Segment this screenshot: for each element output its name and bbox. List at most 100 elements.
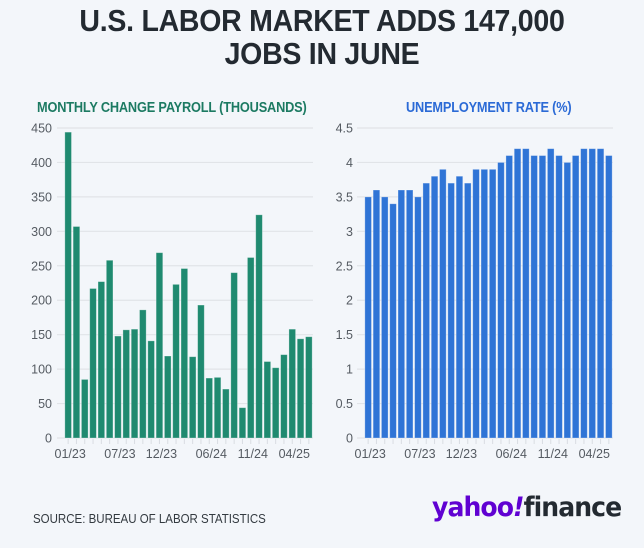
payroll-bar (147, 340, 155, 439)
payroll-y-tick-label: 100 (31, 363, 52, 377)
unemployment-bar (505, 155, 513, 439)
unemployment-bar (455, 175, 464, 439)
payroll-bar (180, 268, 189, 439)
payroll-bar (139, 309, 147, 439)
logo-exclamation: ! (513, 492, 524, 523)
unemployment-bar (381, 196, 389, 439)
unemployment-bar (405, 189, 414, 439)
unemployment-bar (472, 168, 480, 439)
payroll-bar (155, 252, 164, 439)
unemployment-y-tick-label: 1 (346, 363, 353, 377)
payroll-bar (114, 335, 122, 439)
unemployment-bar (588, 148, 596, 439)
payroll-x-tick-label: 04/25 (279, 447, 310, 461)
unemployment-y-tick-label: 3.5 (336, 190, 353, 204)
payroll-bar (197, 304, 205, 439)
payroll-bar (255, 214, 263, 439)
payroll-bar (81, 379, 89, 439)
unemployment-bar (389, 203, 397, 439)
payroll-bar (296, 338, 305, 439)
unemployment-bar (605, 155, 613, 439)
payroll-y-tick-label: 450 (31, 122, 52, 136)
unemployment-y-tick-label: 1.5 (336, 328, 353, 342)
payroll-bar (263, 361, 272, 439)
unemployment-bar (372, 189, 381, 439)
payroll-bar (280, 354, 288, 439)
payroll-y-tick-label: 400 (31, 156, 52, 170)
payroll-x-tick-label: 11/24 (238, 447, 268, 461)
payroll-bar (172, 283, 180, 439)
payroll-x-tick-label: 12/23 (146, 447, 177, 461)
unemployment-bar (580, 148, 588, 439)
payroll-y-tick-label: 250 (31, 259, 52, 273)
payroll-bar (72, 226, 81, 439)
unemployment-y-tick-label: 2.5 (336, 259, 353, 273)
payroll-bar (247, 257, 255, 439)
unemployment-bar (596, 148, 605, 439)
unemployment-bar (538, 155, 547, 439)
page-title-line-2: JOBS IN JUNE (224, 36, 420, 71)
unemployment-x-tick-label: 04/25 (579, 447, 610, 461)
payroll-y-tick-label: 0 (45, 432, 52, 446)
payroll-chart-title: MONTHLY CHANGE PAYROLL (THOUSANDS) (37, 100, 307, 116)
unemployment-x-tick-label: 06/24 (496, 447, 527, 461)
unemployment-y-tick-label: 0.5 (336, 397, 353, 411)
source-note: SOURCE: BUREAU OF LABOR STATISTICS (33, 512, 266, 526)
unemployment-y-tick-label: 4 (346, 156, 353, 170)
unemployment-y-tick-label: 0 (346, 432, 353, 446)
payroll-y-tick-label: 50 (38, 397, 52, 411)
payroll-bar (97, 281, 106, 439)
unemployment-x-tick-label: 01/23 (355, 447, 386, 461)
page-title-line-1: U.S. LABOR MARKET ADDS 147,000 (79, 3, 565, 38)
payroll-bar (122, 329, 130, 439)
unemployment-bar (464, 182, 472, 439)
unemployment-bar (571, 155, 580, 439)
payroll-x-tick-label: 01/23 (55, 447, 86, 461)
payroll-y-tick-label: 200 (31, 294, 52, 308)
payroll-x-tick-label: 06/24 (196, 447, 227, 461)
unemployment-bar (414, 196, 422, 439)
unemployment-bar (547, 148, 555, 439)
payroll-bar (89, 288, 97, 439)
unemployment-bar (480, 168, 489, 439)
yahoo-finance-logo: yahoo!finance (432, 492, 623, 523)
unemployment-y-tick-label: 2 (346, 294, 353, 308)
payroll-bar (271, 367, 280, 439)
payroll-x-tick-label: 07/23 (104, 447, 135, 461)
payroll-bar (105, 259, 114, 439)
unemployment-bar (497, 162, 505, 439)
logo-finance-text: finance (523, 492, 623, 523)
page-title: U.S. LABOR MARKET ADDS 147,000 JOBS IN J… (26, 4, 618, 70)
payroll-bar (238, 407, 247, 439)
unemployment-bar (364, 196, 372, 439)
unemployment-x-tick-label: 11/24 (538, 447, 568, 461)
payroll-bar (213, 376, 222, 439)
payroll-bar (64, 131, 72, 439)
unemployment-x-tick-label: 12/23 (446, 447, 477, 461)
payroll-chart: 0 50 100 150 200 250 300 350 400 450 01/23 07/23 12/… (31, 122, 313, 461)
payroll-y-tick-label: 150 (31, 328, 52, 342)
unemployment-y-tick-label: 4.5 (336, 122, 353, 136)
unemployment-bar (563, 162, 572, 439)
payroll-bar (188, 356, 197, 439)
payroll-bar (288, 328, 296, 439)
unemployment-x-tick-label: 07/23 (404, 447, 435, 461)
unemployment-bar (522, 148, 530, 439)
unemployment-y-tick-label: 3 (346, 225, 353, 239)
payroll-bar (130, 328, 139, 439)
unemployment-bar (513, 148, 522, 439)
payroll-bar (205, 377, 213, 439)
payroll-bar (222, 388, 230, 439)
unemployment-bar (430, 175, 439, 439)
payroll-y-tick-label: 350 (31, 190, 52, 204)
unemployment-bar (422, 182, 430, 439)
unemployment-bar (397, 189, 406, 439)
unemployment-chart-title: UNEMPLOYMENT RATE (%) (406, 100, 572, 116)
unemployment-chart: 0 0.5 1 1.5 2 2.5 3 3.5 4 4.5 01/23 07/23 12/23 06/24… (336, 122, 613, 461)
payroll-bar (230, 272, 238, 439)
payroll-bar (305, 336, 313, 439)
unemployment-bar (488, 168, 497, 439)
unemployment-bar (447, 182, 455, 439)
unemployment-bar (530, 155, 538, 439)
